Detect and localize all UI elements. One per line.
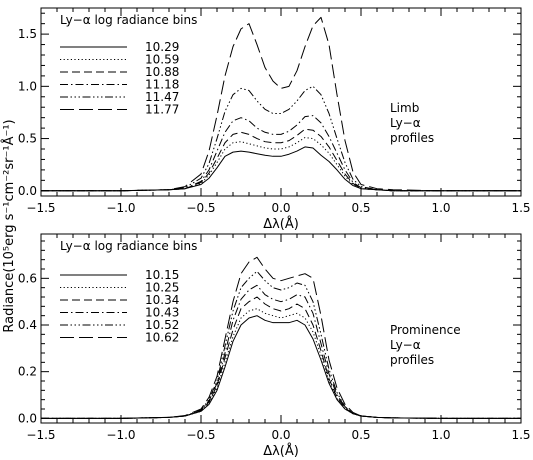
legend-label: 10.29 xyxy=(145,40,179,54)
series-line-10-62 xyxy=(41,256,521,419)
legend-label: 10.43 xyxy=(145,306,179,320)
x-tick-label: −1.0 xyxy=(106,428,135,442)
annotation-text: profiles xyxy=(390,353,434,367)
series-line-10-52 xyxy=(41,270,521,419)
x-tick-label: 0.0 xyxy=(271,201,290,215)
y-tick-label: 0.0 xyxy=(18,411,37,425)
series-line-11-18 xyxy=(41,115,521,192)
x-tick-label: 0.5 xyxy=(351,201,370,215)
legend-label: 11.77 xyxy=(145,103,179,117)
x-axis-title: Δλ(Å) xyxy=(263,216,299,232)
legend-label: 11.18 xyxy=(145,78,179,92)
series-line-10-34 xyxy=(41,296,521,419)
plot-frame xyxy=(40,7,522,197)
legend-label: 10.34 xyxy=(145,293,179,307)
x-tick-label: 0.0 xyxy=(271,428,290,442)
legend-label: 10.62 xyxy=(145,331,179,345)
legend-label: 10.52 xyxy=(145,318,179,332)
legend-label: 10.25 xyxy=(145,281,179,295)
series-line-11-77 xyxy=(41,16,521,192)
legend-label: 10.88 xyxy=(145,65,179,79)
x-tick-label: −0.5 xyxy=(186,428,215,442)
x-tick-label: −1.5 xyxy=(26,201,55,215)
x-tick-label: 1.5 xyxy=(511,201,530,215)
annotation-text: profiles xyxy=(390,131,434,145)
series-line-10-43 xyxy=(41,284,521,419)
series-line-10-59 xyxy=(41,137,521,192)
annotation-text: Prominence xyxy=(390,323,461,337)
x-axis-title: Δλ(Å) xyxy=(263,443,299,459)
y-axis-label: Radiance(10⁵erg s⁻¹cm⁻²sr⁻¹Å⁻¹) xyxy=(1,119,17,332)
y-tick-label: 0.0 xyxy=(18,184,37,198)
x-tick-label: 0.5 xyxy=(351,428,370,442)
x-tick-label: 1.0 xyxy=(431,201,450,215)
annotation-text: Limb xyxy=(390,101,419,115)
legend-label: 10.15 xyxy=(145,268,179,282)
y-tick-label: 1.5 xyxy=(18,27,37,41)
x-tick-label: 1.0 xyxy=(431,428,450,442)
x-tick-label: −0.5 xyxy=(186,201,215,215)
legend-label: 10.59 xyxy=(145,53,179,67)
y-tick-label: 0.5 xyxy=(18,132,37,146)
x-tick-label: −1.0 xyxy=(106,201,135,215)
annotation-text: Ly−α xyxy=(390,338,421,352)
x-tick-label: −1.5 xyxy=(26,428,55,442)
chart-panel-1: −1.5 −1.0 −0.5 0.0 0.5 1.0 1.5 0.0 0.5 1.0 1.5 Δλ(Å… xyxy=(18,7,531,232)
series-line-10-29 xyxy=(41,146,521,192)
y-tick-label: 1.0 xyxy=(18,79,37,93)
chart-panel-2: −1.5 −1.0 −0.5 0.0 0.5 1.0 1.5 0.0 0.2 0.4 0.6 Δλ(Å… xyxy=(18,233,531,459)
legend-title: Ly−α log radiance bins xyxy=(60,13,197,27)
y-tick-label: 0.6 xyxy=(18,271,37,285)
y-tick-label: 0.4 xyxy=(18,318,37,332)
series-line-11-47 xyxy=(41,85,521,192)
y-tick-label: 0.2 xyxy=(18,365,37,379)
series-line-10-88 xyxy=(41,128,521,192)
legend-label: 11.47 xyxy=(145,90,179,104)
legend-title: Ly−α log radiance bins xyxy=(60,239,197,253)
annotation-text: Ly−α xyxy=(390,116,421,130)
x-tick-label: 1.5 xyxy=(511,428,530,442)
series-line-10-15 xyxy=(41,315,521,419)
